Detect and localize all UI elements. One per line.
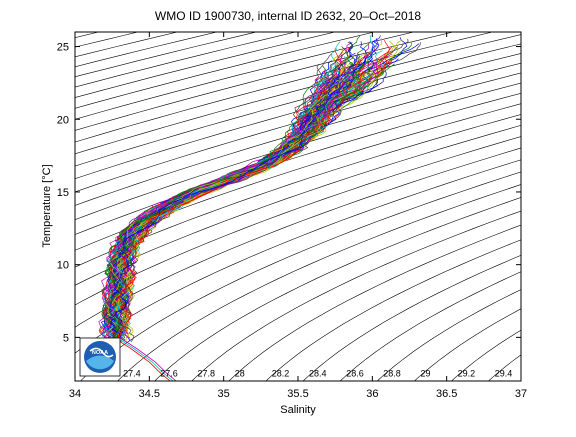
y-tick-label: 10 [57, 260, 69, 272]
y-tick-label: 25 [57, 42, 69, 54]
chart-title: WMO ID 1900730, internal ID 2632, 20–Oct… [0, 9, 576, 23]
y-tick-label: 15 [57, 187, 69, 199]
contour-label: 27.8 [198, 369, 216, 379]
y-tick-label: 5 [63, 332, 69, 344]
contour-label: 27.4 [123, 369, 141, 379]
x-tick-label: 35 [218, 388, 230, 400]
contour-label: 28.6 [346, 369, 364, 379]
x-tick-label: 36 [366, 388, 378, 400]
x-tick-label: 37 [515, 388, 527, 400]
noaa-logo-text: NOAA [92, 350, 108, 356]
x-tick-label: 34 [69, 388, 81, 400]
contour-label: 28.4 [309, 369, 327, 379]
y-tick-label: 20 [57, 114, 69, 126]
x-tick-label: 35.5 [287, 388, 308, 400]
x-axis-label: Salinity [280, 404, 316, 416]
noaa-logo: NOAA [80, 338, 120, 376]
contour-label: 27.6 [160, 369, 178, 379]
contour-label: 29.4 [495, 369, 513, 379]
contour-label: 29 [421, 369, 431, 379]
contour-label: 28 [235, 369, 245, 379]
contour-label: 29.2 [458, 369, 476, 379]
y-axis-label: Temperature [°C] [41, 164, 53, 247]
x-tick-label: 34.5 [139, 388, 160, 400]
contour-label: 28.8 [383, 369, 401, 379]
contour-label: 28.2 [272, 369, 290, 379]
x-tick-label: 36.5 [436, 388, 457, 400]
